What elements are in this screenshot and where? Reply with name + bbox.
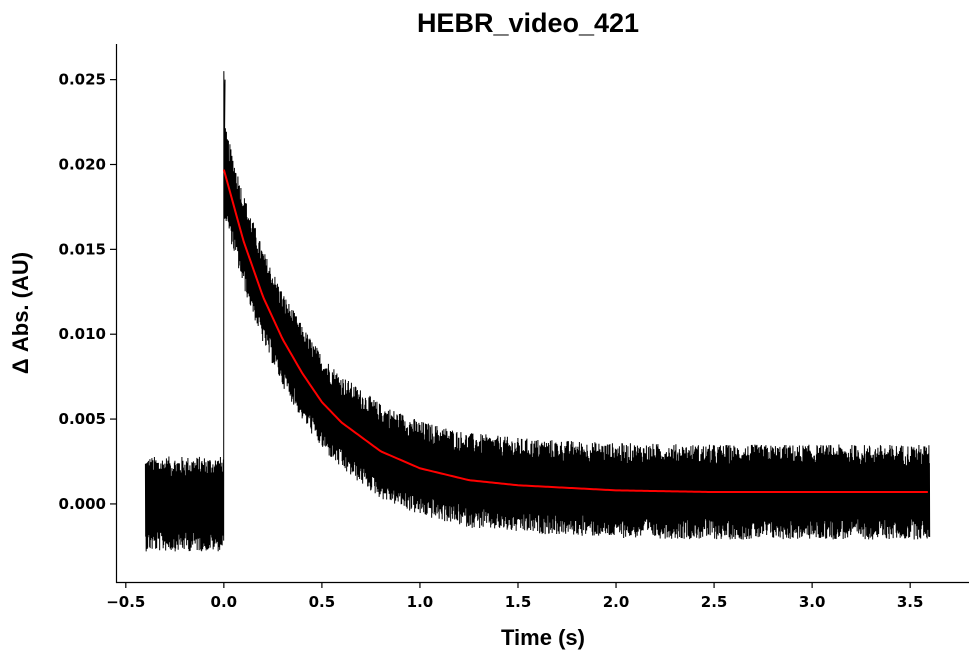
- x-tick-label: 1.0: [407, 593, 434, 611]
- y-tick-label: 0.015: [59, 240, 106, 258]
- x-tick-label: 2.5: [701, 593, 728, 611]
- y-tick-label: 0.025: [59, 71, 106, 89]
- x-tick-label: 0.0: [211, 593, 238, 611]
- chart-title: HEBR_video_421: [417, 8, 639, 38]
- measured-trace-series: [144, 71, 931, 552]
- y-axis-ticks: 0.000 0.005 0.010 0.015 0.020 0.025: [59, 71, 116, 513]
- y-tick-label: 0.010: [59, 325, 106, 343]
- x-tick-label: 1.5: [505, 593, 532, 611]
- plot-area: [144, 71, 931, 552]
- x-tick-label: 0.5: [309, 593, 336, 611]
- x-tick-label: 3.5: [897, 593, 924, 611]
- fit-curve-series: [222, 169, 928, 494]
- measured-trace-line: [144, 71, 931, 552]
- y-tick-label: 0.000: [59, 495, 106, 513]
- x-tick-label: −0.5: [106, 593, 145, 611]
- x-tick-label: 3.0: [799, 593, 826, 611]
- x-axis-label: Time (s): [501, 625, 585, 650]
- y-tick-label: 0.020: [59, 155, 106, 173]
- y-tick-label: 0.005: [59, 410, 106, 428]
- x-tick-label: 2.0: [603, 593, 630, 611]
- x-axis-ticks: −0.5 0.0 0.5 1.0 1.5 2.0 2.5 3.0 3.5: [106, 582, 923, 611]
- y-axis-label: Δ Abs. (AU): [8, 252, 33, 374]
